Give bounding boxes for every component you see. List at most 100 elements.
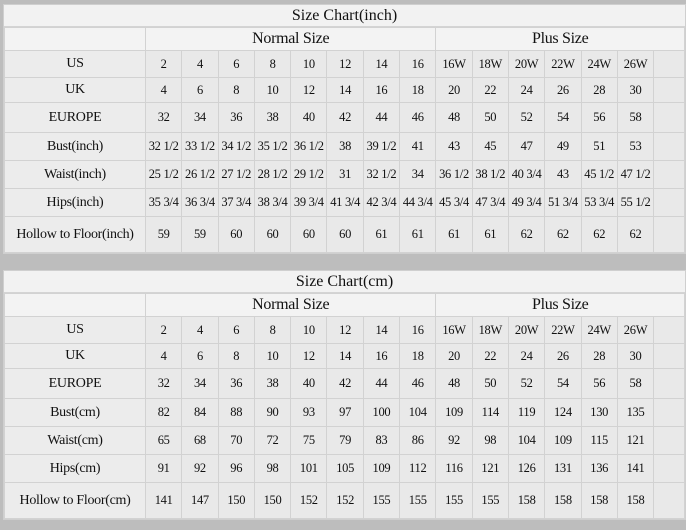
table-row: Bust(inch) 32 1/2 33 1/2 34 1/2 35 1/2 36 1/2… <box>4 132 685 161</box>
size-cell: 150 <box>253 482 292 519</box>
size-cell: 58 <box>616 368 655 399</box>
size-cell: 60 <box>253 216 292 253</box>
size-cell: 32 <box>144 368 183 399</box>
size-cell: 8 <box>217 343 255 369</box>
empty-cell <box>653 316 685 344</box>
size-cell: 52 <box>507 368 546 399</box>
size-cell: 43 <box>544 160 582 189</box>
size-cell: 53 3/4 <box>580 188 618 217</box>
size-cell: 119 <box>507 398 546 427</box>
row-label: US <box>4 316 146 344</box>
size-cell: 36 1/2 <box>435 160 473 189</box>
size-cell: 32 1/2 <box>362 160 401 189</box>
size-cell: 18W <box>471 316 509 344</box>
size-cell: 32 1/2 <box>144 132 183 161</box>
size-cell: 10 <box>253 77 292 103</box>
size-cell: 26 1/2 <box>181 160 219 189</box>
size-cell: 16W <box>435 316 473 344</box>
size-cell: 28 <box>580 343 618 369</box>
size-cell: 29 1/2 <box>290 160 328 189</box>
size-cell: 42 3/4 <box>362 188 401 217</box>
size-cell: 48 <box>435 102 473 133</box>
size-cell: 20 <box>435 343 473 369</box>
size-cell: 6 <box>217 316 255 344</box>
size-cell: 136 <box>580 454 618 483</box>
size-cell: 141 <box>144 482 183 519</box>
size-cell: 68 <box>181 426 219 455</box>
empty-cell <box>653 216 685 253</box>
size-cell: 41 3/4 <box>326 188 364 217</box>
size-cell: 8 <box>253 316 292 344</box>
size-cell: 28 1/2 <box>253 160 292 189</box>
size-cell: 47 1/2 <box>616 160 655 189</box>
table-row: UK 4 6 8 10 12 14 16 18 20 22 24 26 28 30 <box>4 343 685 369</box>
size-cell: 131 <box>544 454 582 483</box>
size-cell: 116 <box>435 454 473 483</box>
size-cell: 46 <box>399 368 437 399</box>
size-cell: 44 <box>362 102 401 133</box>
row-label: Hips(inch) <box>4 188 146 217</box>
table-row: Waist(cm) 65 68 70 72 75 79 83 86 92 98 104 109 115 12… <box>4 426 685 455</box>
size-cell: 109 <box>544 426 582 455</box>
size-cell: 105 <box>326 454 364 483</box>
row-label: Waist(cm) <box>4 426 146 455</box>
size-cell: 4 <box>181 50 219 78</box>
size-cell: 24 <box>507 343 546 369</box>
size-cell: 8 <box>217 77 255 103</box>
size-cell: 16 <box>399 50 437 78</box>
size-cell: 72 <box>253 426 292 455</box>
size-cell: 104 <box>507 426 546 455</box>
row-label: EUROPE <box>4 102 146 133</box>
size-cell: 25 1/2 <box>144 160 183 189</box>
size-cell: 150 <box>217 482 255 519</box>
size-cell: 51 3/4 <box>544 188 582 217</box>
size-cell: 26W <box>616 316 655 344</box>
size-cell: 38 1/2 <box>471 160 509 189</box>
size-cell: 33 1/2 <box>181 132 219 161</box>
size-cell: 49 3/4 <box>507 188 546 217</box>
size-cell: 4 <box>144 343 183 369</box>
row-label: Hollow to Floor(cm) <box>4 482 146 519</box>
size-cell: 58 <box>616 102 655 133</box>
size-cell: 20W <box>507 316 546 344</box>
size-cell: 98 <box>471 426 509 455</box>
chart-title: Size Chart(inch) <box>4 5 685 27</box>
empty-cell <box>653 368 685 399</box>
size-cell: 18 <box>399 343 437 369</box>
empty-cell <box>653 398 685 427</box>
size-cell: 44 3/4 <box>399 188 437 217</box>
size-cell: 152 <box>326 482 364 519</box>
size-cell: 38 3/4 <box>253 188 292 217</box>
size-cell: 52 <box>507 102 546 133</box>
size-cell: 32 <box>144 102 183 133</box>
size-cell: 100 <box>362 398 401 427</box>
size-cell: 38 <box>326 132 364 161</box>
size-cell: 61 <box>399 216 437 253</box>
size-cell: 14 <box>326 77 364 103</box>
size-cell: 60 <box>217 216 255 253</box>
group-header-row: Normal Size Plus Size <box>4 293 685 317</box>
size-cell: 39 1/2 <box>362 132 401 161</box>
normal-size-header: Normal Size <box>144 27 437 51</box>
size-cell: 26W <box>616 50 655 78</box>
size-cell: 158 <box>580 482 618 519</box>
size-cell: 20W <box>507 50 546 78</box>
size-cell: 56 <box>580 102 618 133</box>
size-cell: 55 1/2 <box>616 188 655 217</box>
size-cell: 16 <box>362 77 401 103</box>
size-cell: 98 <box>253 454 292 483</box>
size-cell: 10 <box>253 343 292 369</box>
size-table: Normal Size Plus Size US 2 4 6 8 10 12 14 16 16W 18W… <box>4 293 685 519</box>
size-cell: 48 <box>435 368 473 399</box>
size-cell: 124 <box>544 398 582 427</box>
size-cell: 158 <box>544 482 582 519</box>
size-cell: 36 <box>217 102 255 133</box>
size-cell: 121 <box>471 454 509 483</box>
size-cell: 141 <box>616 454 655 483</box>
size-cell: 8 <box>253 50 292 78</box>
size-cell: 35 1/2 <box>253 132 292 161</box>
size-cell: 61 <box>471 216 509 253</box>
blank-cell <box>4 293 146 317</box>
size-cell: 155 <box>471 482 509 519</box>
empty-cell <box>653 50 685 78</box>
